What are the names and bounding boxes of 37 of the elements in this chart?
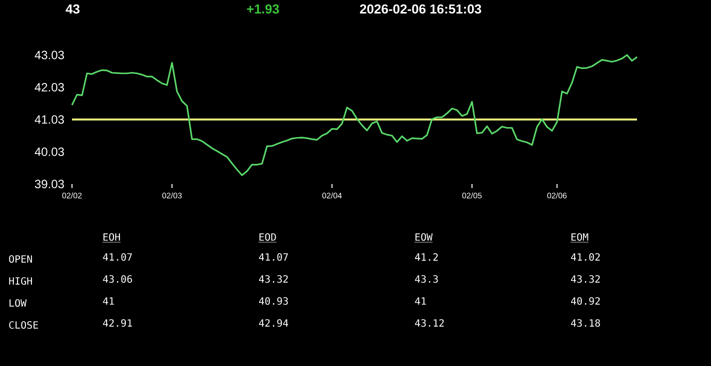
text: 42.94 <box>259 319 288 327</box>
category-label: OPEN <box>9 255 32 263</box>
y-tick-label: 41.03 <box>34 115 64 124</box>
text: 2026-02-06 16:51:03 <box>360 4 482 14</box>
category-label: LOW <box>10 299 27 307</box>
x-tick-label: 02/06 <box>547 192 567 198</box>
text: 41.02 <box>571 253 600 261</box>
text: 40.93 <box>259 297 288 305</box>
text: 41 <box>415 297 426 305</box>
text: 40.92 <box>571 297 600 305</box>
y-tick-label: 43.03 <box>34 50 64 60</box>
text: 43.18 <box>571 319 600 327</box>
category-label: EOW <box>415 233 433 241</box>
text: 43.12 <box>415 319 444 327</box>
text: 42.91 <box>103 319 132 327</box>
chart-subtitle: +1.93 <box>247 4 279 14</box>
text: 41.07 <box>259 253 288 261</box>
text: 41 <box>103 297 114 305</box>
category-label: EOD <box>259 233 276 241</box>
x-tick-label: 02/02 <box>62 192 82 198</box>
chart-title: 43 <box>66 4 80 14</box>
text: 43.06 <box>103 275 132 283</box>
category-label: EOH <box>103 233 120 241</box>
text: 43.32 <box>571 275 600 283</box>
x-tick-label: 02/03 <box>162 192 182 198</box>
x-tick-label: 02/05 <box>462 192 482 198</box>
category-label: HIGH <box>9 277 32 285</box>
y-tick-label: 40.03 <box>34 148 64 156</box>
x-tick-label: 02/04 <box>322 192 342 198</box>
y-tick-label: 39.03 <box>34 180 64 188</box>
category-label: CLOSE <box>9 321 38 329</box>
text: 43.3 <box>415 275 438 283</box>
text: 41.2 <box>415 253 438 261</box>
category-label: EOM <box>571 233 588 241</box>
y-tick-label: 42.03 <box>34 83 64 92</box>
text: 41.07 <box>103 253 132 261</box>
text: 43.32 <box>259 275 288 283</box>
